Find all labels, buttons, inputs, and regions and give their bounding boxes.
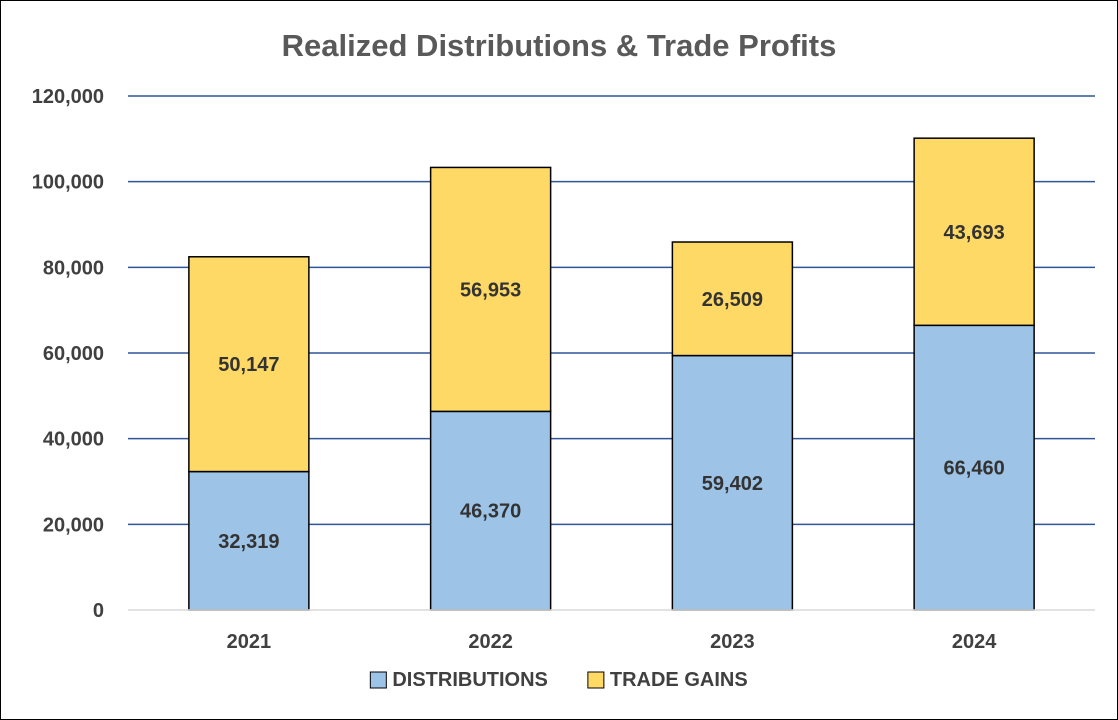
y-tick-label: 20,000 bbox=[43, 514, 104, 536]
bars bbox=[188, 137, 1035, 611]
y-tick-label: 60,000 bbox=[43, 343, 104, 365]
data-label-trade-gains-2023: 26,509 bbox=[702, 289, 763, 311]
data-label-trade-gains-2022: 56,953 bbox=[460, 279, 521, 301]
y-tick-label: 120,000 bbox=[32, 86, 104, 108]
axes: 0 20,000 40,000 60,000 80,000 100,000 120,000 2… bbox=[32, 86, 1095, 653]
legend-swatch-distributions bbox=[369, 671, 387, 689]
data-label-distributions-2023: 59,402 bbox=[702, 473, 763, 495]
data-label-distributions-2021: 32,319 bbox=[218, 531, 279, 553]
data-label-distributions-2024: 66,460 bbox=[944, 458, 1005, 480]
x-tick-label: 2023 bbox=[710, 631, 755, 653]
bar-trade-gains-2021 bbox=[188, 256, 310, 473]
data-labels: 32,319 50,147 46,370 56,953 59,402 26,509 66,4… bbox=[218, 222, 1004, 553]
bar-distributions-2023 bbox=[671, 354, 794, 611]
y-tick-label: 40,000 bbox=[43, 429, 104, 451]
bar-distributions-2024 bbox=[913, 324, 1035, 611]
legend-label-trade-gains: TRADE GAINS bbox=[610, 669, 748, 691]
data-label-trade-gains-2021: 50,147 bbox=[218, 354, 279, 376]
x-tick-label: 2022 bbox=[468, 631, 513, 653]
legend-label-distributions: DISTRIBUTIONS bbox=[392, 669, 548, 691]
x-tick-label: 2021 bbox=[227, 631, 272, 653]
bar-distributions-2022 bbox=[429, 410, 552, 611]
x-tick-label: 2024 bbox=[952, 631, 997, 653]
legend: DISTRIBUTIONS TRADE GAINS bbox=[369, 669, 748, 691]
chart-title: Realized Distributions & Trade Profits bbox=[282, 28, 837, 63]
bar-trade-gains-2024 bbox=[913, 137, 1035, 327]
data-label-distributions-2022: 46,370 bbox=[460, 501, 521, 523]
y-tick-label: 100,000 bbox=[32, 172, 104, 194]
y-tick-label: 0 bbox=[93, 600, 104, 622]
legend-swatch-trade-gains bbox=[587, 671, 605, 689]
bar-trade-gains-2022 bbox=[429, 166, 552, 413]
bar-trade-gains-2023 bbox=[671, 241, 794, 357]
y-tick-label: 80,000 bbox=[43, 257, 104, 279]
data-label-trade-gains-2024: 43,693 bbox=[944, 222, 1005, 244]
